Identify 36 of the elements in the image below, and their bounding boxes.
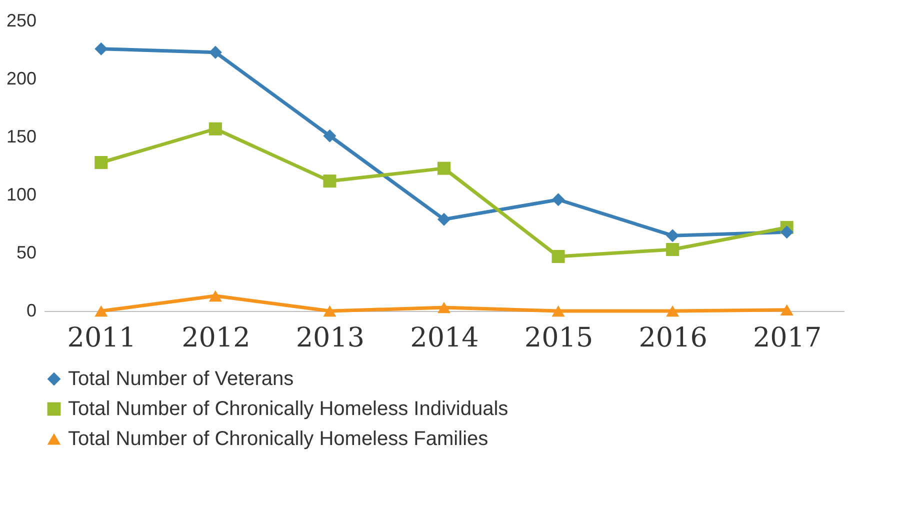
y-tick-label: 50 bbox=[16, 242, 36, 262]
x-tick-label: 2013 bbox=[296, 322, 365, 354]
y-tick-label: 100 bbox=[6, 184, 36, 204]
y-tick-label: 150 bbox=[6, 126, 36, 146]
x-tick-label: 2017 bbox=[753, 322, 822, 354]
point bbox=[552, 250, 565, 263]
point bbox=[666, 305, 680, 317]
point bbox=[208, 290, 222, 302]
point bbox=[437, 302, 451, 314]
x-tick-label: 2015 bbox=[524, 322, 594, 354]
x-tick-label: 2011 bbox=[67, 322, 136, 354]
y-tick-label: 200 bbox=[6, 68, 36, 88]
point bbox=[437, 212, 451, 226]
point bbox=[323, 305, 336, 317]
point bbox=[552, 193, 565, 206]
point bbox=[666, 229, 680, 242]
x-tick-label: 2016 bbox=[638, 322, 708, 354]
point bbox=[94, 156, 108, 170]
point bbox=[208, 122, 222, 136]
point bbox=[94, 305, 108, 317]
legend-label: Total Number of Chronically Homeless Individuals bbox=[68, 398, 508, 420]
point bbox=[208, 46, 222, 59]
x-tick-label: 2012 bbox=[182, 322, 250, 354]
legend-label: Total Number of Chronically Homeless Families bbox=[68, 428, 488, 450]
point bbox=[552, 305, 565, 317]
point bbox=[437, 162, 451, 175]
y-tick-label: 250 bbox=[6, 10, 36, 30]
point bbox=[666, 243, 680, 256]
point bbox=[780, 226, 794, 239]
point bbox=[323, 129, 336, 142]
legend-label: Total Number of Veterans bbox=[68, 368, 294, 390]
point bbox=[323, 174, 336, 188]
point bbox=[94, 42, 108, 56]
x-tick-label: 2014 bbox=[410, 322, 479, 354]
point bbox=[780, 304, 794, 316]
y-tick-label: 0 bbox=[26, 300, 36, 320]
